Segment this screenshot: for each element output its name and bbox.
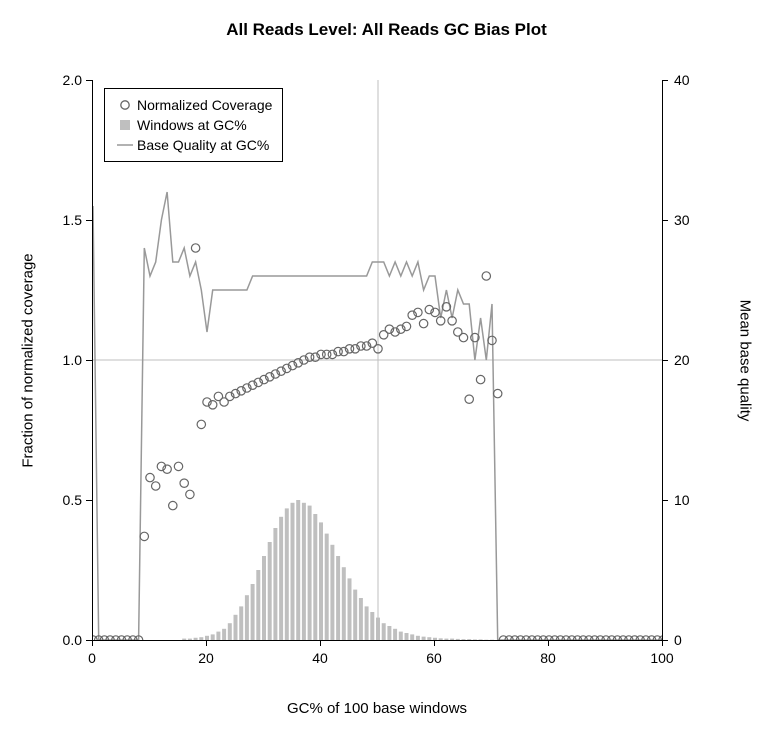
legend: Normalized Coverage Windows at GC% Base …: [104, 88, 283, 162]
legend-symbol-circle: [113, 97, 137, 113]
tick-label: 1.5: [63, 212, 82, 228]
tick-mark: [86, 500, 92, 501]
legend-symbol-bar: [113, 117, 137, 133]
tick-mark: [434, 640, 435, 646]
tick-mark: [86, 80, 92, 81]
tick-mark: [548, 640, 549, 646]
tick-label: 0.5: [63, 492, 82, 508]
legend-item-quality: Base Quality at GC%: [113, 135, 272, 155]
tick-label: 0: [674, 632, 682, 648]
tick-mark: [662, 500, 668, 501]
tick-label: 60: [426, 650, 442, 666]
tick-label: 10: [674, 492, 690, 508]
chart-title: All Reads Level: All Reads GC Bias Plot: [0, 20, 773, 40]
tick-mark: [662, 360, 668, 361]
tick-label: 30: [674, 212, 690, 228]
tick-mark: [206, 640, 207, 646]
tick-mark: [86, 640, 92, 641]
tick-label: 2.0: [63, 72, 82, 88]
legend-symbol-line: [113, 137, 137, 153]
legend-label: Normalized Coverage: [137, 97, 272, 113]
tick-label: 0.0: [63, 632, 82, 648]
legend-item-windows: Windows at GC%: [113, 115, 272, 135]
tick-mark: [662, 80, 668, 81]
tick-label: 80: [540, 650, 556, 666]
tick-mark: [320, 640, 321, 646]
tick-label: 100: [650, 650, 673, 666]
y-axis-right-label: Mean base quality: [735, 80, 755, 640]
legend-label: Base Quality at GC%: [137, 137, 269, 153]
tick-label: 1.0: [63, 352, 82, 368]
tick-mark: [662, 220, 668, 221]
x-axis-label: GC% of 100 base windows: [92, 700, 662, 717]
tick-label: 40: [674, 72, 690, 88]
tick-label: 20: [198, 650, 214, 666]
y-axis-left-label: Fraction of normalized coverage: [18, 80, 38, 640]
legend-item-coverage: Normalized Coverage: [113, 95, 272, 115]
tick-mark: [92, 640, 93, 646]
tick-mark: [662, 640, 668, 641]
tick-label: 0: [88, 650, 96, 666]
tick-mark: [86, 360, 92, 361]
tick-mark: [86, 220, 92, 221]
tick-label: 20: [674, 352, 690, 368]
plot-area: [92, 80, 663, 641]
plot-svg: [93, 80, 663, 640]
legend-label: Windows at GC%: [137, 117, 247, 133]
tick-label: 40: [312, 650, 328, 666]
